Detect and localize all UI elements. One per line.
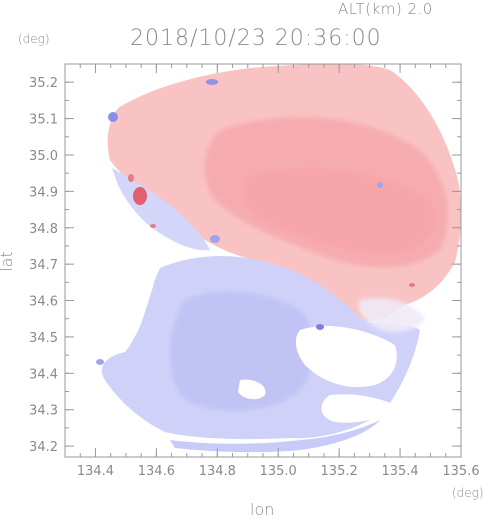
strong-positive-echo-4 [409,283,415,287]
negative-velocity-core [170,291,315,411]
y-tick-label: 34.4 [29,367,58,382]
clear-gap-east [321,394,395,423]
x-tick-label: 134.6 [138,464,175,479]
doppler-velocity-field [96,64,461,453]
y-axis-unit: (deg) [18,32,50,46]
x-tick-label: 134.4 [77,464,114,479]
x-tick-label: 135.0 [260,464,297,479]
positive-velocity-core-2 [242,167,436,255]
y-tick-label: 34.9 [29,185,58,200]
x-axis-label: lon [250,500,275,519]
y-tick-label: 34.3 [29,404,58,419]
altitude-label: ALT(km) 2.0 [338,0,433,18]
y-tick-label: 35.0 [29,149,58,164]
x-tick-label: 135.6 [442,464,479,479]
y-tick-label: 35.2 [29,76,58,91]
x-tick-label: 134.8 [199,464,236,479]
strong-positive-echo [133,187,147,205]
y-tick-label: 34.2 [29,440,58,455]
strong-positive-echo-3 [150,224,156,228]
x-tick-label: 135.4 [381,464,418,479]
negative-velocity-strip [170,420,380,453]
clear-gap-west [103,266,154,345]
strong-negative-echo-4 [316,324,324,330]
y-tick-label: 35.1 [29,113,58,128]
strong-negative-echo-3 [210,235,220,243]
clear-gap-sea [238,379,266,400]
transition-zone [358,298,425,332]
y-tick-label: 34.7 [29,258,58,273]
strong-positive-echo-2 [128,174,134,182]
y-tick-label: 34.8 [29,222,58,237]
x-tick-label: 135.2 [321,464,358,479]
y-axis-ticks: 35.2 35.1 35.0 34.9 34.8 34.7 34.6 34.5 34.4 34.3… [29,63,461,455]
clear-gap-bay [295,325,397,388]
strong-negative-echo-6 [96,359,104,365]
x-axis-ticks: 134.4 134.6 134.8 135.0 135.2 135.4 135.6 [64,64,480,479]
strong-negative-echo [108,112,118,122]
y-tick-label: 34.6 [29,295,58,310]
y-tick-label: 34.5 [29,331,58,346]
x-axis-unit: (deg) [452,486,484,500]
timestamp-title: 2018/10/23 20:36:00 [130,26,382,51]
strong-negative-echo-2 [206,79,218,85]
strong-negative-echo-5 [377,182,383,188]
